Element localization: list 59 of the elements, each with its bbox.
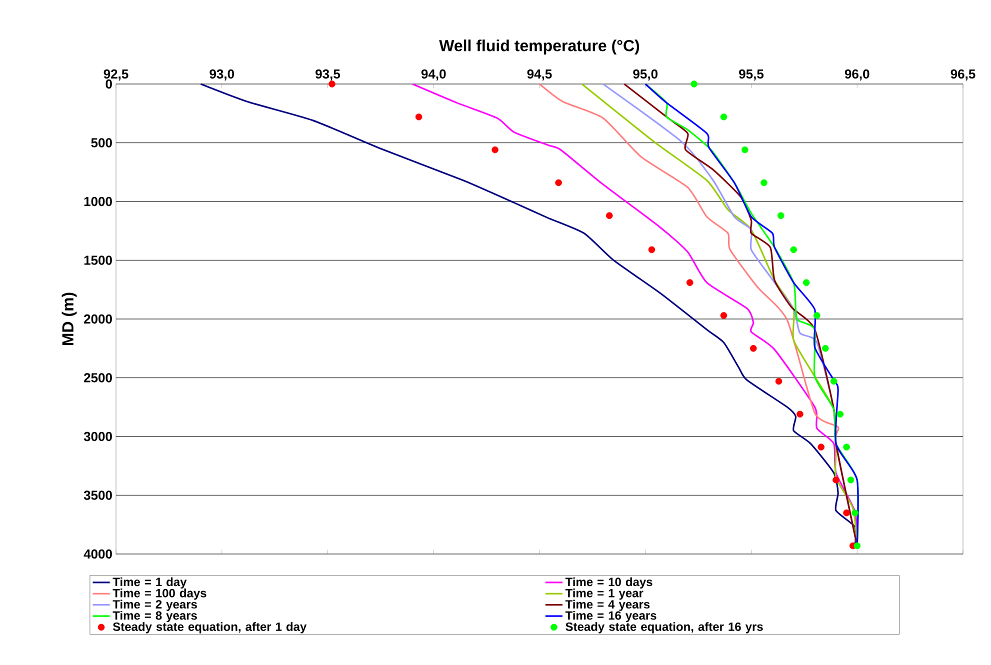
point: [775, 378, 782, 385]
point: [843, 444, 850, 450]
x-tick-label: 95,5: [739, 69, 764, 80]
legend-label: Time = 8 years: [112, 610, 197, 622]
point: [328, 80, 336, 88]
y-axis-title: MD (m): [62, 292, 77, 346]
point: [415, 114, 422, 120]
x-tick-label: 95,0: [633, 69, 658, 80]
point: [690, 80, 698, 88]
point: [854, 542, 861, 550]
point: [720, 312, 728, 319]
point: [832, 476, 840, 484]
point: [742, 146, 748, 154]
legend-label: Time = 16 years: [565, 610, 656, 622]
x-axis-title: Well fluid temperature (°C): [439, 40, 640, 54]
legend-label: Time = 2 years: [112, 600, 197, 611]
point: [790, 246, 798, 254]
y-tick-label: 3500: [84, 490, 112, 500]
point: [720, 114, 728, 120]
point: [796, 410, 804, 418]
x-tick-label: 93,0: [210, 69, 234, 80]
x-tick-label: 93,5: [316, 69, 340, 80]
y-tick-label: 2000: [84, 314, 112, 324]
y-tick-label: 4000: [84, 549, 112, 559]
point: [818, 444, 825, 450]
x-tick-label: 92,5: [104, 69, 128, 80]
legend-label: Steady state equation, after 1 day: [112, 622, 307, 634]
x-tick-label: 96,5: [950, 69, 976, 80]
legend-label: Time = 1 day: [112, 577, 187, 589]
y-tick-label: 2500: [84, 373, 112, 382]
point: [686, 279, 694, 286]
x-tick-label: 96,0: [844, 69, 870, 80]
point: [836, 410, 844, 418]
point: [847, 476, 854, 484]
point: [802, 279, 810, 286]
point: [648, 246, 656, 254]
y-tick-label: 500: [91, 138, 112, 148]
y-tick-label: 1500: [84, 256, 112, 265]
point: [606, 212, 613, 220]
point: [822, 344, 829, 352]
y-tick-label: 3000: [84, 432, 112, 442]
point: [555, 179, 562, 186]
y-tick-label: 0: [106, 79, 112, 89]
legend-label: Time = 100 days: [112, 588, 206, 600]
point: [852, 509, 858, 516]
point: [750, 344, 757, 352]
y-tick-label: 1000: [84, 196, 112, 206]
legend-label: Steady state equation, after 16 yrs: [566, 622, 763, 634]
legend-label: Time = 10 days: [565, 577, 652, 589]
point: [760, 179, 768, 186]
legend-label: Time = 4 years: [565, 600, 650, 611]
x-tick-label: 94,5: [527, 69, 552, 80]
point: [843, 509, 850, 516]
legend-label: Time = 1 year: [565, 588, 644, 600]
point: [778, 212, 784, 220]
point: [830, 378, 838, 385]
x-tick-label: 94,0: [421, 69, 446, 80]
point: [492, 146, 498, 154]
point: [813, 312, 820, 319]
